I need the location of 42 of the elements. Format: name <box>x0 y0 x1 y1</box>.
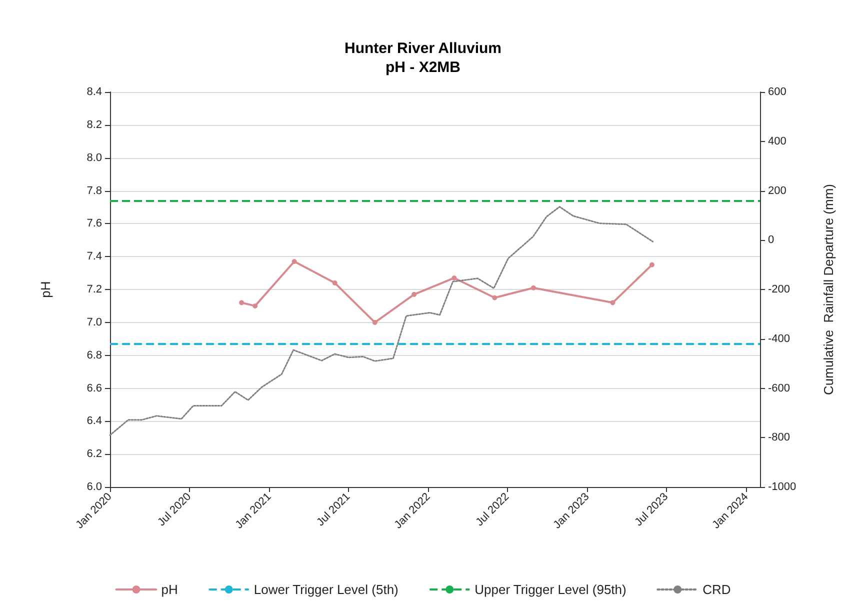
chart-title: Hunter River Alluvium <box>344 40 502 57</box>
chart-subtitle: pH - X2MB <box>386 59 461 76</box>
legend-label: Lower Trigger Level (5th) <box>254 582 398 597</box>
line-series <box>109 206 654 436</box>
point <box>530 285 536 290</box>
point <box>332 280 338 286</box>
legend-label: Upper Trigger Level (95th) <box>474 582 626 597</box>
y-axis-title: pH <box>38 281 53 298</box>
legend-label: CRD <box>702 582 731 597</box>
y-tick-label: 6.0 <box>86 481 102 493</box>
y-tick-label: 8.0 <box>86 152 102 164</box>
point <box>492 295 498 300</box>
y2-tick-label: -600 <box>768 382 790 394</box>
y2-tick-label: 400 <box>768 135 786 148</box>
y-tick-label: 7.8 <box>86 184 102 197</box>
y-tick-label: 8.2 <box>86 118 102 131</box>
point <box>239 300 244 306</box>
point <box>649 262 654 268</box>
y2-tick-label: 0 <box>768 234 774 246</box>
point <box>372 320 378 325</box>
y-tick-label: 7.0 <box>86 316 102 328</box>
y-tick-label: 7.4 <box>86 250 102 263</box>
point <box>452 275 457 280</box>
y2-tick-label: 600 <box>768 86 786 98</box>
y-tick-label: 6.2 <box>86 448 102 460</box>
point <box>252 303 258 308</box>
y-tick-label: 8.4 <box>86 86 102 98</box>
legend-label: pH <box>161 582 178 597</box>
y2-axis-title: Cumulative Rainfall Departure (mm) <box>821 184 836 395</box>
y-tick-label: 6.6 <box>86 382 102 394</box>
y-tick-label: 7.6 <box>86 218 102 230</box>
y-tick-label: 6.8 <box>86 349 102 362</box>
point <box>610 300 616 306</box>
y2-tick-label: 200 <box>768 184 786 197</box>
point <box>412 292 417 297</box>
y-tick-label: 6.4 <box>86 415 102 428</box>
y2-tick-label: -1000 <box>768 481 796 493</box>
point <box>292 259 297 264</box>
y-tick-label: 7.2 <box>86 284 102 296</box>
y2-tick-label: -800 <box>768 432 790 444</box>
y2-tick-label: -200 <box>768 284 790 296</box>
y2-tick-label: -400 <box>768 332 790 345</box>
